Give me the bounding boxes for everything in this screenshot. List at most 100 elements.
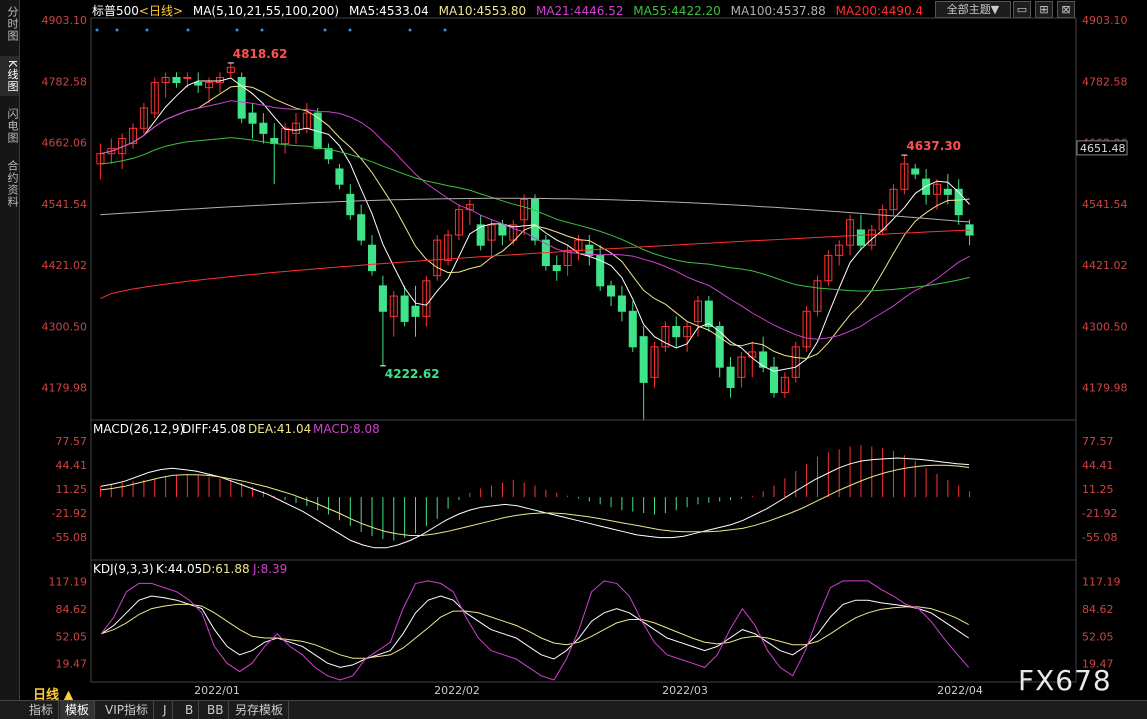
candle-body — [943, 188, 952, 195]
kdj-tick-right: 19.47 — [1082, 658, 1114, 671]
macd-tick-right: 77.57 — [1082, 435, 1114, 448]
candle-body — [813, 280, 822, 312]
ma5-line — [100, 77, 970, 372]
candle-body — [172, 76, 181, 84]
candle-body — [161, 76, 170, 84]
candle-body — [563, 249, 572, 267]
tab-contract-info[interactable]: 合约资料 — [6, 160, 19, 208]
kline-chart[interactable]: 4903.10 4782.58 4662.06 4541.54 4421.02 4300.… — [0, 0, 1147, 700]
date-label: 2022/03 — [662, 684, 708, 697]
macd-diff-line — [100, 457, 970, 549]
date-axis: 2022/01 2022/02 2022/03 2022/04 — [194, 684, 983, 697]
price-tick-right: 4782.58 — [1082, 75, 1128, 88]
ma-header: 标普500<日线> MA(5,10,21,55,100,200) MA5:453… — [92, 2, 929, 19]
period-label[interactable]: <日线> — [138, 4, 184, 18]
candle-body — [487, 224, 496, 241]
price-panel: 4903.10 4782.58 4662.06 4541.54 4421.02 4300.… — [42, 14, 1128, 436]
current-price-box — [1076, 140, 1128, 156]
symbol-name[interactable]: 标普500 — [92, 4, 139, 18]
candle-body — [509, 224, 518, 241]
candle-body — [128, 127, 138, 145]
date-label: 2022/01 — [194, 684, 240, 697]
price-tick-right: 4421.02 — [1082, 259, 1128, 272]
event-dot — [348, 28, 352, 32]
candle-body — [520, 198, 529, 221]
candle-body — [791, 346, 800, 378]
candle-body — [824, 254, 833, 282]
candle-body — [867, 229, 876, 246]
ma5-value: MA5:4533.04 — [348, 4, 429, 18]
price-tick-left: 4421.02 — [42, 259, 88, 272]
candle-body — [281, 127, 290, 145]
candle-body — [661, 326, 670, 348]
kdj-lines — [100, 580, 970, 681]
ma200-line — [100, 229, 970, 300]
theme-button[interactable]: 全部主题▼ — [935, 1, 1011, 18]
macd-tick-left: 11.25 — [56, 483, 88, 496]
kdj-k-line — [101, 595, 969, 668]
price-tick-left: 4300.50 — [42, 320, 88, 333]
tab-lightning[interactable]: 闪电图 — [6, 108, 19, 144]
kdj-k: K:44.05 — [156, 562, 202, 576]
candle-body — [248, 112, 257, 124]
candle-body — [237, 76, 246, 119]
kdj-tick-left: 117.19 — [49, 576, 88, 589]
price-tick-right: 4541.54 — [1082, 198, 1128, 211]
period-indicator[interactable]: 日线 ▲ — [33, 688, 74, 703]
candle-body — [422, 280, 431, 317]
kdj-d: D:61.88 — [202, 562, 250, 576]
candle-body — [107, 148, 116, 155]
macd-tick-left: -55.08 — [52, 531, 87, 544]
fx678-logo: FX678 — [1018, 664, 1112, 697]
tab-vip-indicators[interactable]: VIP指标 — [100, 701, 154, 719]
price-tick-left: 4903.10 — [42, 14, 88, 27]
candle-body — [846, 219, 855, 246]
tab-j[interactable]: J — [158, 701, 173, 719]
candle-body — [737, 356, 746, 378]
tab-b[interactable]: B — [180, 701, 200, 719]
candle-body — [911, 168, 920, 175]
candle-body — [205, 82, 214, 89]
candle-body — [476, 224, 485, 246]
kdj-j-line — [100, 580, 970, 681]
left-nav: 分时图 K线图 闪电图 合约资料 — [0, 0, 20, 700]
kdj-tick-left: 84.62 — [56, 603, 88, 616]
candle-body — [400, 295, 409, 322]
candle-body — [683, 326, 692, 338]
tab-save-template[interactable]: 另存模板 — [230, 701, 290, 719]
tab-timeshare[interactable]: 分时图 — [6, 6, 19, 42]
kdj-d-line — [101, 603, 969, 659]
kdj-label: KDJ(9,3,3) — [93, 562, 154, 576]
tab-bb[interactable]: BB — [202, 701, 230, 719]
kdj-tick-left: 52.05 — [56, 630, 88, 643]
kdj-tick-right: 117.19 — [1082, 576, 1121, 589]
candle-body — [498, 224, 507, 236]
kdj-tick-right: 84.62 — [1082, 603, 1114, 616]
tab-templates[interactable]: 模板 — [60, 701, 96, 719]
candle-body — [530, 198, 540, 241]
tab-kline[interactable]: K线图 — [0, 56, 19, 96]
candle-body — [378, 285, 387, 312]
price-annotation: 4818.62 — [233, 47, 288, 61]
candle-body — [368, 244, 377, 272]
event-dot — [95, 28, 99, 32]
price-tick-left: 4179.98 — [42, 382, 88, 395]
ma55-line — [100, 137, 970, 292]
macd-value: MACD:8.08 — [313, 422, 380, 436]
tab-indicators[interactable]: 指标 — [24, 701, 60, 719]
candle-body — [324, 148, 333, 160]
candle-body — [411, 305, 420, 317]
candle-body — [693, 300, 702, 322]
macd-tick-right: 44.41 — [1082, 459, 1114, 472]
event-dot — [235, 28, 239, 32]
ma21-value: MA21:4446.52 — [535, 4, 624, 18]
event-dot — [408, 28, 412, 32]
price-annotation: 4222.62 — [385, 367, 440, 381]
candle-body — [856, 229, 865, 246]
candle-body — [335, 168, 344, 185]
macd-lines — [100, 457, 970, 549]
ma-lines — [100, 77, 970, 372]
date-label: 2022/02 — [434, 684, 480, 697]
candle-body — [835, 244, 844, 256]
candle-body — [628, 310, 637, 348]
